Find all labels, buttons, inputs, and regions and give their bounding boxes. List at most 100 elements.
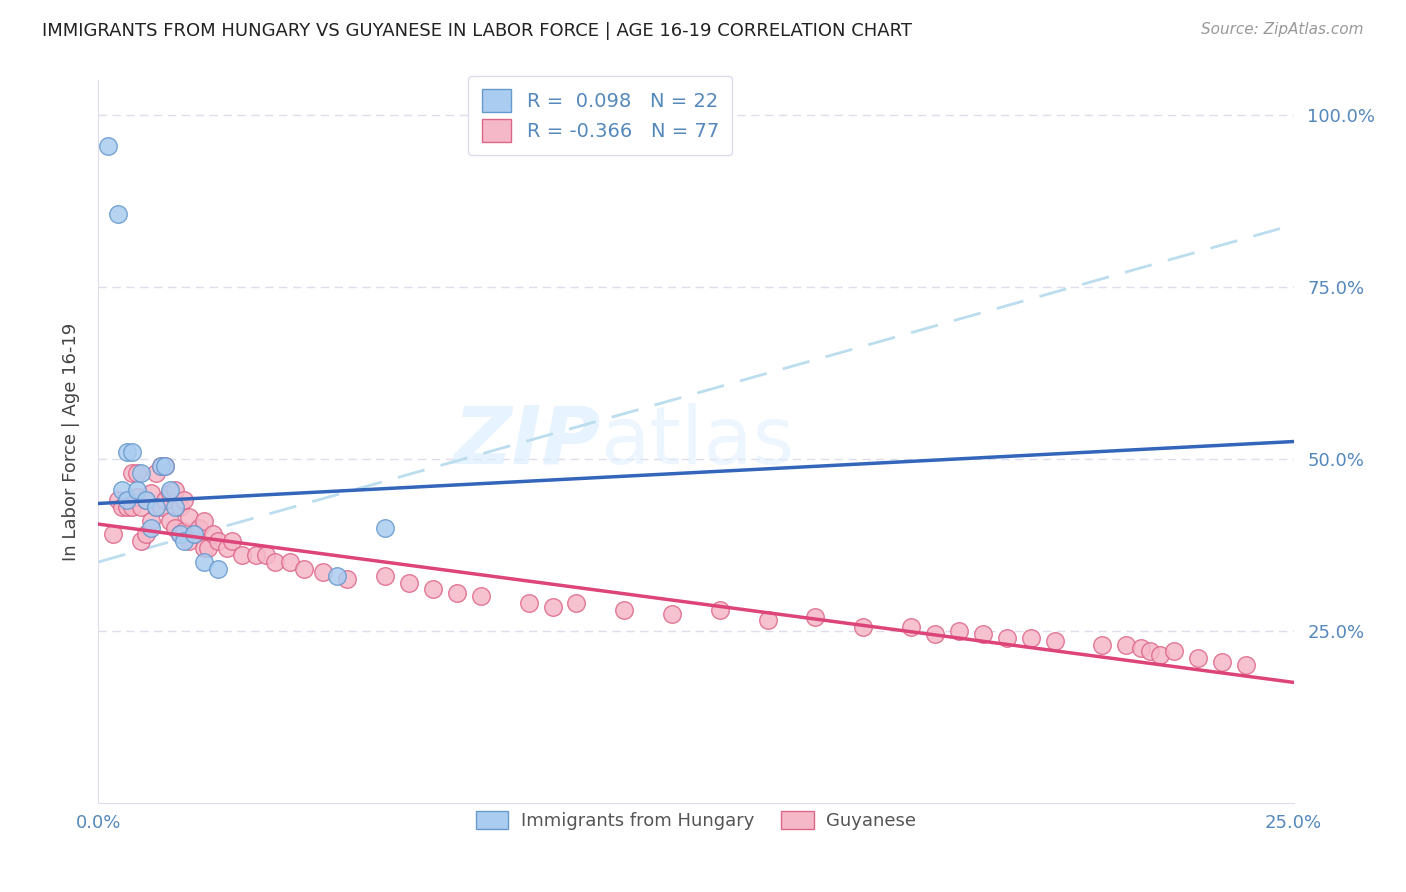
Point — [278, 555, 301, 569]
Text: IMMIGRANTS FROM HUNGARY VS GUYANESE IN LABOR FORCE | AGE 16-19 CORRELATION CHART: IMMIGRANTS FROM HUNGARY VS GUYANESE IN L… — [42, 22, 912, 40]
Point — [613, 603, 636, 617]
Point — [1234, 658, 1257, 673]
Point — [1129, 640, 1152, 655]
Point — [207, 534, 229, 549]
Point — [1091, 638, 1114, 652]
Point — [159, 483, 181, 497]
Point — [107, 207, 129, 221]
Point — [193, 555, 215, 569]
Point — [173, 524, 195, 538]
Point — [231, 548, 253, 562]
Point — [804, 610, 827, 624]
Point — [149, 500, 172, 514]
Point — [995, 631, 1018, 645]
Point — [709, 603, 731, 617]
Point — [924, 627, 946, 641]
Point — [852, 620, 875, 634]
Legend: Immigrants from Hungary, Guyanese: Immigrants from Hungary, Guyanese — [468, 804, 924, 837]
Point — [115, 445, 138, 459]
Point — [135, 493, 157, 508]
Point — [900, 620, 922, 634]
Point — [163, 500, 186, 514]
Point — [1163, 644, 1185, 658]
Point — [163, 520, 186, 534]
Point — [1211, 655, 1233, 669]
Point — [173, 534, 195, 549]
Point — [193, 514, 215, 528]
Point — [1043, 634, 1066, 648]
Point — [565, 596, 588, 610]
Text: atlas: atlas — [600, 402, 794, 481]
Point — [187, 520, 209, 534]
Point — [183, 527, 205, 541]
Point — [145, 500, 167, 514]
Point — [446, 586, 468, 600]
Point — [972, 627, 994, 641]
Point — [139, 486, 162, 500]
Point — [101, 527, 124, 541]
Point — [179, 534, 201, 549]
Point — [125, 466, 148, 480]
Point — [159, 486, 181, 500]
Point — [374, 520, 396, 534]
Point — [131, 466, 153, 480]
Point — [107, 493, 129, 508]
Point — [155, 493, 177, 508]
Point — [541, 599, 564, 614]
Point — [193, 541, 215, 556]
Point — [1187, 651, 1209, 665]
Point — [179, 510, 201, 524]
Point — [125, 490, 148, 504]
Y-axis label: In Labor Force | Age 16-19: In Labor Force | Age 16-19 — [62, 322, 80, 561]
Point — [1019, 631, 1042, 645]
Point — [145, 500, 167, 514]
Point — [173, 493, 195, 508]
Point — [1139, 644, 1161, 658]
Point — [207, 562, 229, 576]
Point — [155, 458, 177, 473]
Text: Source: ZipAtlas.com: Source: ZipAtlas.com — [1201, 22, 1364, 37]
Point — [312, 566, 335, 580]
Point — [1149, 648, 1171, 662]
Point — [422, 582, 444, 597]
Point — [159, 514, 181, 528]
Point — [121, 445, 143, 459]
Point — [131, 500, 153, 514]
Point — [169, 500, 191, 514]
Point — [149, 458, 172, 473]
Point — [264, 555, 287, 569]
Point — [254, 548, 277, 562]
Point — [374, 568, 396, 582]
Point — [163, 483, 186, 497]
Point — [169, 527, 191, 541]
Point — [1115, 638, 1137, 652]
Point — [202, 527, 225, 541]
Point — [217, 541, 239, 556]
Point — [111, 500, 134, 514]
Point — [121, 466, 143, 480]
Point — [115, 493, 138, 508]
Point — [197, 541, 219, 556]
Point — [125, 483, 148, 497]
Point — [661, 607, 683, 621]
Point — [139, 520, 162, 534]
Point — [169, 527, 191, 541]
Point — [221, 534, 243, 549]
Point — [139, 514, 162, 528]
Point — [131, 534, 153, 549]
Point — [183, 527, 205, 541]
Point — [336, 572, 359, 586]
Point — [326, 568, 349, 582]
Point — [155, 458, 177, 473]
Point — [149, 458, 172, 473]
Point — [292, 562, 315, 576]
Point — [115, 500, 138, 514]
Point — [135, 493, 157, 508]
Point — [948, 624, 970, 638]
Point — [145, 466, 167, 480]
Point — [135, 527, 157, 541]
Point — [111, 483, 134, 497]
Text: ZIP: ZIP — [453, 402, 600, 481]
Point — [97, 138, 120, 153]
Point — [756, 614, 779, 628]
